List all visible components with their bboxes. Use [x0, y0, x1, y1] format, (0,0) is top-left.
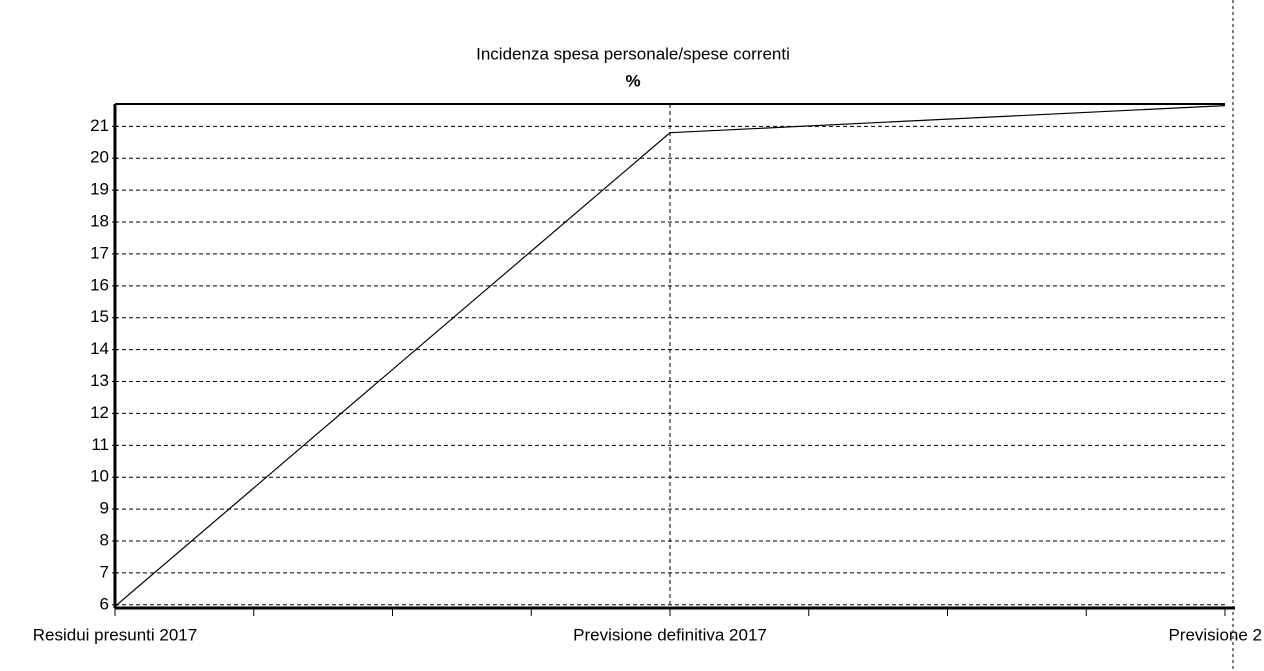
y-tick-label: 18	[90, 212, 109, 231]
y-tick-label: 6	[100, 594, 109, 613]
chart-title: Incidenza spesa personale/spese correnti	[476, 44, 790, 63]
chart-subtitle: %	[625, 71, 640, 90]
y-tick-label: 11	[91, 435, 109, 454]
y-tick-label: 21	[90, 116, 109, 135]
y-tick-label: 15	[90, 307, 109, 326]
x-tick-label: Previsione 2	[1168, 625, 1262, 644]
y-tick-label: 10	[90, 467, 109, 486]
y-tick-label: 8	[100, 530, 109, 549]
x-tick-label: Residui presunti 2017	[33, 625, 197, 644]
y-tick-label: 9	[100, 499, 109, 518]
x-tick-label: Previsione definitiva 2017	[573, 625, 767, 644]
y-tick-label: 13	[90, 371, 109, 390]
data-line	[114, 104, 1226, 607]
y-tick-label: 7	[100, 562, 109, 581]
y-tick-label: 17	[90, 243, 109, 262]
y-tick-label: 14	[90, 339, 109, 358]
y-tick-label: 12	[90, 403, 109, 422]
y-tick-label: 19	[90, 180, 109, 199]
y-tick-label: 20	[90, 148, 109, 167]
y-tick-label: 16	[90, 275, 109, 294]
